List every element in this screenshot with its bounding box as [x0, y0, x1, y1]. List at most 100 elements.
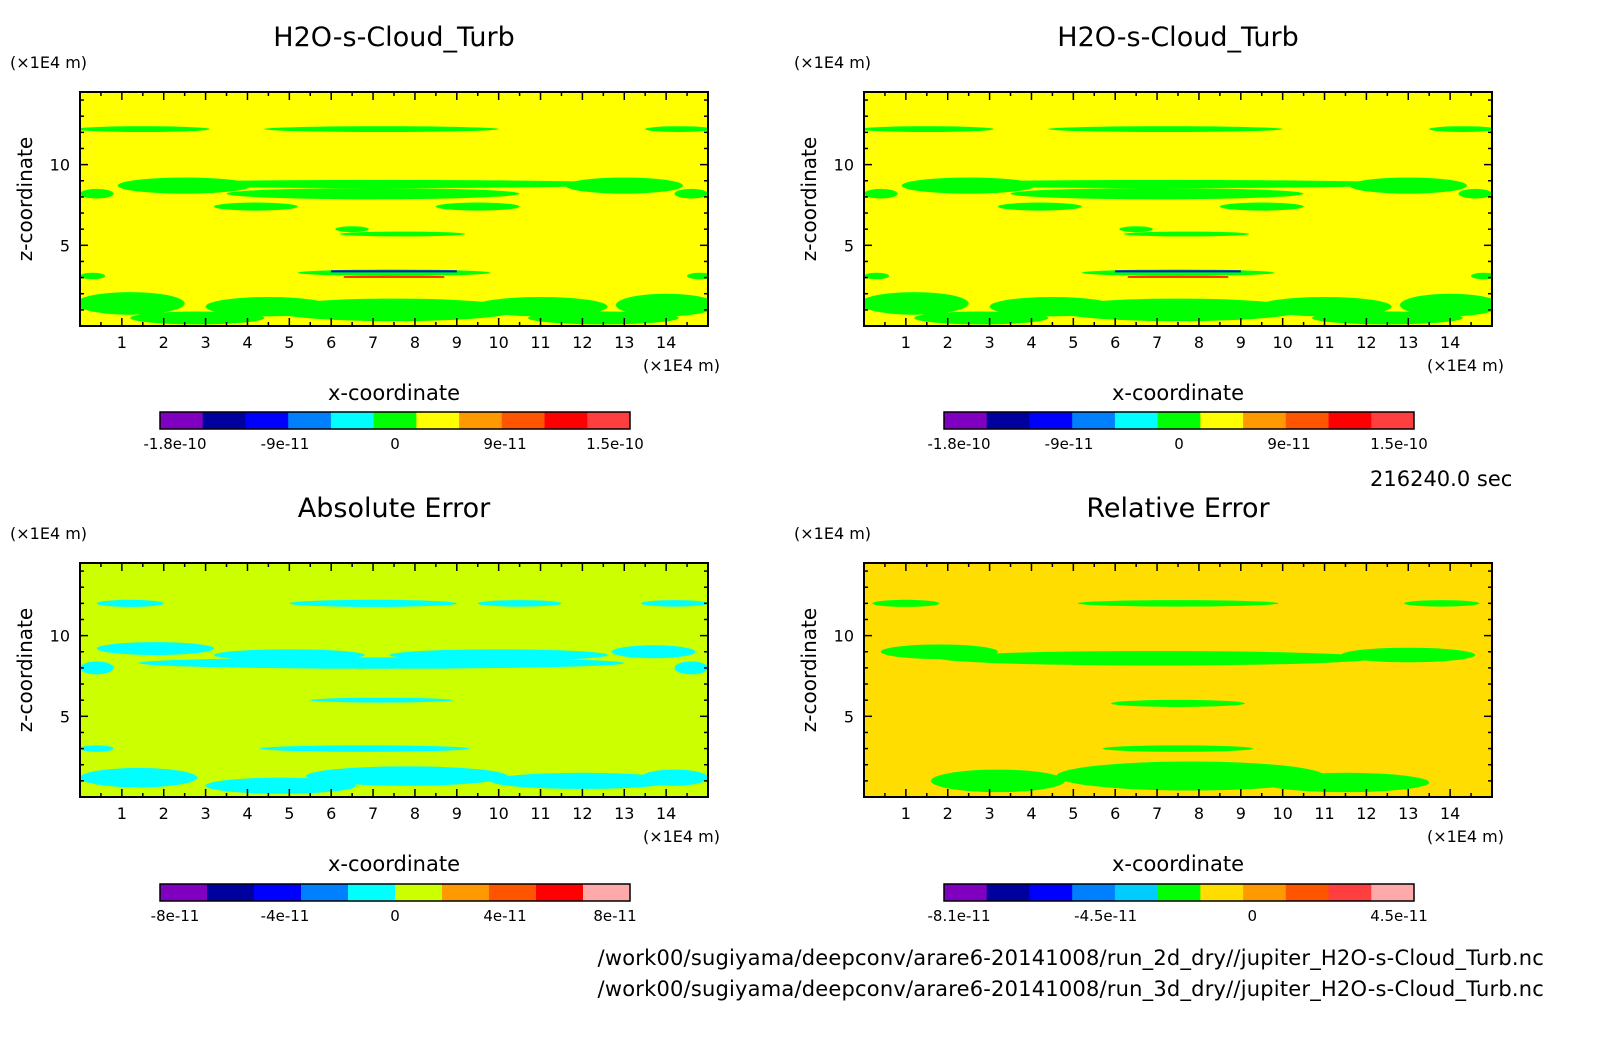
chart-panel-1: H2O-s-Cloud_Turb(×1E4 m)1 2 3 4 5 6 7 8 9 10 11 12 1… [10, 22, 720, 453]
colorbar-label: 4.5e-11 [1370, 907, 1428, 925]
colorbar-segment [489, 884, 537, 901]
contour-region [864, 272, 890, 280]
x-tick-label: 4 [1026, 333, 1036, 352]
colorbar-label: 1.5e-10 [586, 435, 644, 453]
colorbar-segment [587, 412, 631, 429]
x-tick-label: 9 [1236, 804, 1246, 823]
x-tick-label: 14 [1440, 804, 1460, 823]
contour-region [1111, 699, 1245, 707]
colorbar-frame [159, 883, 631, 902]
field-contours [80, 599, 708, 794]
colorbar-label: -1.8e-10 [144, 435, 207, 453]
x-tick-label: 2 [943, 804, 953, 823]
colorbar-segment [373, 412, 417, 429]
colorbar-label: -8.1e-11 [928, 907, 991, 925]
colorbar: -1.8e-10 -9e-11 0 9e-11 1.5e-10 [144, 411, 644, 453]
chart-title: Relative Error [1086, 493, 1270, 524]
x-tick-label: 3 [985, 804, 995, 823]
contour-region [80, 745, 114, 752]
contour-region [1471, 272, 1492, 280]
colorbar-label: 0 [1174, 435, 1184, 453]
contour-region-pos [1127, 275, 1229, 278]
colorbar-segment [1157, 884, 1201, 901]
colorbar: -1.8e-10 -9e-11 0 9e-11 1.5e-10 [928, 411, 1428, 453]
x-axis-label: x-coordinate [328, 852, 460, 876]
chart-panel-4: Relative Error(×1E4 m)1 2 3 4 5 6 7 8 9 10 11 12 13 1… [794, 493, 1504, 925]
contour-region-pos [343, 275, 445, 278]
x-tick-label: 2 [159, 333, 169, 352]
contour-region [615, 293, 708, 317]
colorbar-segment [160, 884, 208, 901]
colorbar-segment [416, 412, 460, 429]
x-tick-label: 11 [530, 333, 550, 352]
x-tick-label: 11 [1314, 333, 1334, 352]
colorbar-segment [254, 884, 302, 901]
colorbar-frame [943, 411, 1415, 430]
x-tick-label: 4 [1026, 804, 1036, 823]
colorbar-label: 0 [390, 907, 400, 925]
y-tick-label: 5 [60, 707, 70, 726]
x-tick-label: 11 [1314, 804, 1334, 823]
x-tick-label: 6 [1110, 804, 1120, 823]
contour-region [864, 292, 969, 315]
contour-region [80, 292, 185, 315]
x-tick-label: 13 [1398, 333, 1418, 352]
colorbar-segment [1029, 884, 1073, 901]
contour-region [527, 311, 679, 325]
x-tick-label: 9 [1236, 333, 1246, 352]
x-tick-label: 3 [201, 333, 211, 352]
y-tick-label: 10 [834, 156, 854, 175]
colorbar-segment [986, 884, 1030, 901]
contour-region [1123, 231, 1250, 237]
contour-region [264, 126, 499, 133]
y-axis-unit: (×1E4 m) [10, 524, 87, 543]
y-tick-label: 5 [844, 707, 854, 726]
colorbar-segment [986, 412, 1030, 429]
colorbar-segment [1285, 412, 1330, 429]
contour-region [80, 661, 114, 675]
contour-region [641, 600, 708, 607]
chart-title: H2O-s-Cloud_Turb [1057, 22, 1298, 53]
contour-region [914, 179, 1417, 189]
colorbar-label: 9e-11 [483, 435, 526, 453]
x-tick-label: 8 [1194, 333, 1204, 352]
contour-region [130, 179, 633, 189]
contour-region-neg [1115, 270, 1241, 273]
colorbar-segment [1114, 412, 1159, 429]
contour-region [687, 272, 708, 280]
colorbar-segment [330, 412, 375, 429]
contour-region [80, 767, 198, 788]
contour-region [1311, 311, 1463, 325]
y-axis-unit: (×1E4 m) [794, 524, 871, 543]
colorbar-segment [1114, 884, 1159, 901]
field-contours [864, 126, 1492, 325]
field-contours [872, 599, 1480, 793]
colorbar-label: 8e-11 [593, 907, 636, 925]
x-axis-label: x-coordinate [1112, 381, 1244, 405]
x-axis-unit: (×1E4 m) [643, 827, 720, 846]
colorbar-segment [301, 884, 349, 901]
x-tick-label: 14 [656, 804, 676, 823]
field-contours [80, 126, 708, 325]
colorbar-label: -1.8e-10 [928, 435, 991, 453]
colorbar-segment [1072, 412, 1116, 429]
contour-region [1119, 226, 1153, 233]
colorbar-segment [207, 884, 255, 901]
contour-region [1429, 126, 1492, 133]
colorbar-segment [501, 412, 546, 429]
y-axis-label: z-coordinate [13, 137, 37, 261]
y-tick-label: 10 [50, 627, 70, 646]
colorbar-segment [202, 412, 246, 429]
colorbar-segment [544, 412, 588, 429]
colorbar-segment [395, 884, 443, 901]
x-tick-label: 4 [242, 804, 252, 823]
plot-background [80, 563, 708, 797]
contour-region [1341, 647, 1476, 663]
x-tick-label: 7 [1152, 333, 1162, 352]
y-axis-label: z-coordinate [797, 608, 821, 732]
x-tick-label: 6 [326, 804, 336, 823]
x-tick-label: 3 [985, 333, 995, 352]
contour-region [939, 650, 1375, 666]
x-tick-label: 12 [572, 804, 592, 823]
y-tick-label: 5 [60, 236, 70, 255]
